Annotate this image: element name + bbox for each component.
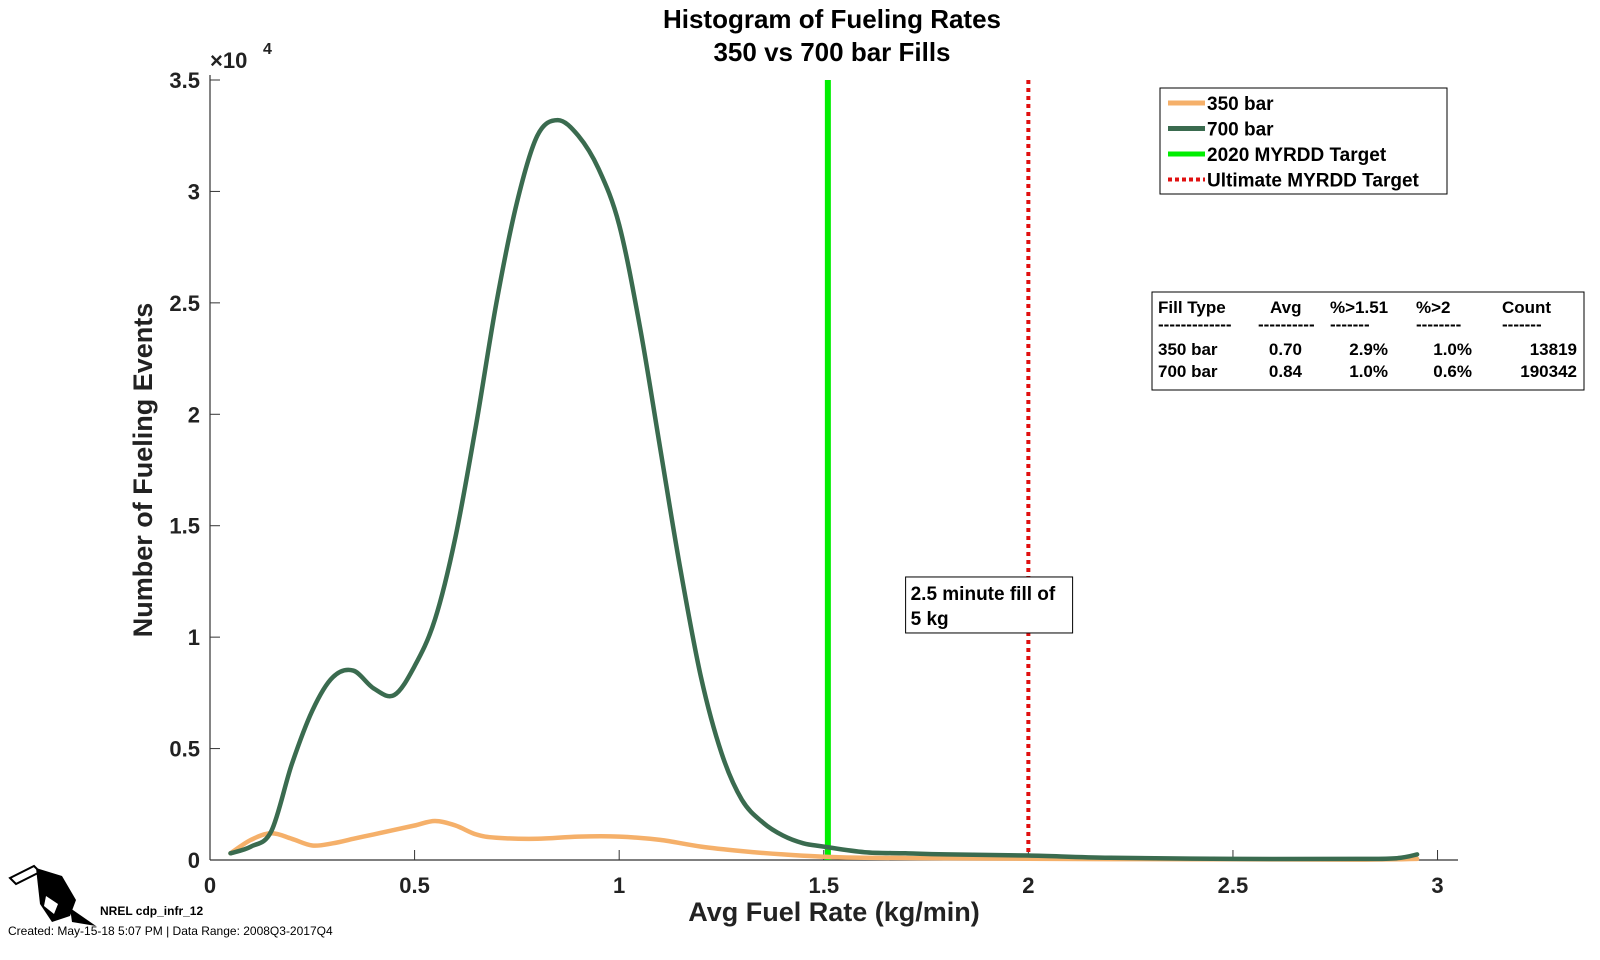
y-tick-label: 1.5 bbox=[169, 514, 200, 539]
summary-table-separator: ------------- bbox=[1158, 315, 1232, 334]
chart-title-line: Histogram of Fueling Rates bbox=[663, 4, 1001, 34]
legend-label: 700 bar bbox=[1207, 120, 1274, 141]
x-tick-label: 1 bbox=[613, 873, 625, 898]
legend-label: 350 bar bbox=[1207, 94, 1274, 115]
chart-title-line: 350 vs 700 bar Fills bbox=[713, 37, 950, 67]
summary-table-header: %>2 bbox=[1416, 298, 1451, 317]
summary-table-separator: ------- bbox=[1502, 315, 1542, 334]
summary-table-cell: 2.9% bbox=[1349, 340, 1388, 359]
summary-table-cell: 700 bar bbox=[1158, 362, 1218, 381]
summary-table-header: Fill Type bbox=[1158, 298, 1226, 317]
footer-id-text: NREL cdp_infr_12 bbox=[100, 904, 204, 918]
annotation-text: 2.5 minute fill of bbox=[911, 584, 1056, 605]
summary-table-header: %>1.51 bbox=[1330, 298, 1388, 317]
summary-table-cell: 350 bar bbox=[1158, 340, 1218, 359]
summary-table-header: Avg bbox=[1270, 298, 1302, 317]
y-tick-label: 3 bbox=[188, 179, 200, 204]
y-tick-label: 1 bbox=[188, 625, 200, 650]
summary-table-separator: -------- bbox=[1416, 315, 1461, 334]
summary-table-cell: 190342 bbox=[1520, 362, 1577, 381]
series-700-bar-line bbox=[228, 117, 1420, 862]
summary-table-cell: 0.6% bbox=[1433, 362, 1472, 381]
legend-label: Ultimate MYRDD Target bbox=[1207, 171, 1420, 192]
annotation-text: 5 kg bbox=[911, 609, 949, 630]
x-tick-label: 2 bbox=[1022, 873, 1034, 898]
legend-box bbox=[1159, 87, 1448, 195]
summary-table-cell: 0.84 bbox=[1269, 362, 1303, 381]
y-tick-label: 0.5 bbox=[169, 737, 200, 762]
fuel-nozzle-logo-icon bbox=[8, 864, 96, 926]
y-exponent-base: ×10 bbox=[210, 48, 247, 73]
footer-created-text: Created: May-15-18 5:07 PM | Data Range:… bbox=[8, 924, 333, 938]
y-axis-label: Number of Fueling Events bbox=[128, 303, 158, 638]
x-tick-label: 0 bbox=[204, 873, 216, 898]
x-tick-label: 0.5 bbox=[399, 873, 430, 898]
x-tick-label: 3 bbox=[1431, 873, 1443, 898]
summary-table-cell: 13819 bbox=[1530, 340, 1577, 359]
summary-table-box bbox=[1151, 291, 1585, 391]
summary-table-header: Count bbox=[1502, 298, 1551, 317]
summary-table-cell: 1.0% bbox=[1349, 362, 1388, 381]
legend-label: 2020 MYRDD Target bbox=[1207, 145, 1387, 166]
y-tick-label: 2.5 bbox=[169, 291, 200, 316]
y-tick-label: 3.5 bbox=[169, 68, 200, 93]
annotation-box bbox=[905, 576, 1074, 634]
summary-table-separator: ------- bbox=[1330, 315, 1370, 334]
y-tick-label: 0 bbox=[188, 848, 200, 873]
y-tick-label: 2 bbox=[188, 402, 200, 427]
series-350-bar-line bbox=[228, 818, 1420, 862]
x-axis-label: Avg Fuel Rate (kg/min) bbox=[688, 897, 980, 927]
summary-table-separator: ---------- bbox=[1258, 315, 1315, 334]
x-tick-label: 1.5 bbox=[808, 873, 839, 898]
x-tick-label: 2.5 bbox=[1218, 873, 1249, 898]
summary-table-cell: 0.70 bbox=[1269, 340, 1302, 359]
summary-table-cell: 1.0% bbox=[1433, 340, 1472, 359]
y-exponent-power: 4 bbox=[263, 41, 272, 58]
